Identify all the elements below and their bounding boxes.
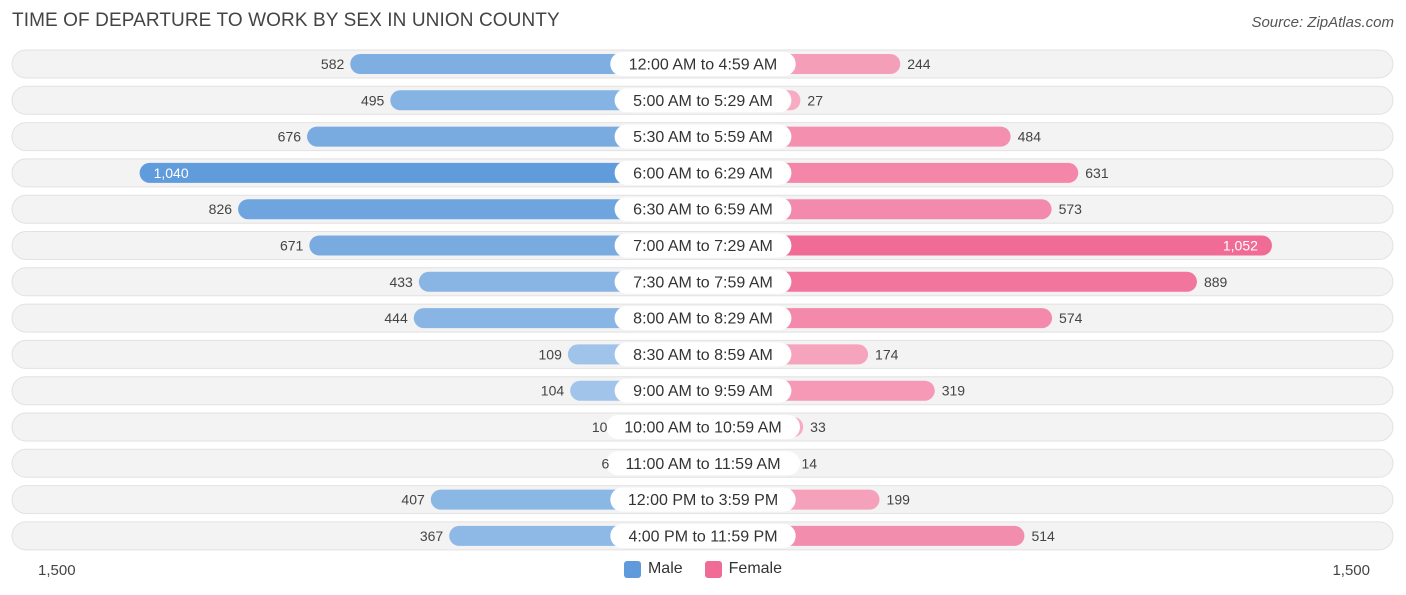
- female-value-label: 573: [1059, 201, 1083, 217]
- category-pill: [614, 88, 792, 113]
- category-pill: [606, 451, 800, 476]
- category-label: 8:00 AM to 8:29 AM: [633, 311, 773, 328]
- female-bar: [703, 271, 1197, 292]
- category-pill: [614, 306, 792, 331]
- category-pill: [614, 233, 792, 258]
- female-value-label: 14: [801, 455, 817, 471]
- category-pill: [614, 124, 792, 149]
- male-value-label: 676: [278, 129, 302, 145]
- female-value-label: 514: [1031, 528, 1055, 544]
- female-value-label: 244: [907, 56, 931, 72]
- category-pill: [614, 269, 792, 294]
- male-value-label: 444: [384, 310, 408, 326]
- male-value-label: 10: [592, 419, 608, 435]
- category-label: 8:30 AM to 8:59 AM: [633, 347, 773, 364]
- category-label: 12:00 AM to 4:59 AM: [629, 57, 778, 74]
- female-value-label: 1,052: [1223, 238, 1258, 254]
- male-bar: [307, 126, 703, 147]
- male-value-label: 367: [420, 528, 444, 544]
- female-value-label: 174: [875, 346, 899, 362]
- male-value-label: 109: [539, 346, 563, 362]
- source-note: Source: ZipAtlas.com: [1251, 14, 1394, 31]
- legend-label-female: Female: [728, 560, 783, 577]
- category-label: 6:00 AM to 6:29 AM: [633, 165, 773, 182]
- category-pill: [610, 487, 796, 512]
- male-swatch: [623, 560, 641, 578]
- legend-label-male: Male: [647, 560, 683, 577]
- female-value-label: 33: [810, 419, 826, 435]
- legend-item-male[interactable]: Male: [623, 560, 683, 578]
- female-value-label: 319: [942, 383, 966, 399]
- female-value-label: 574: [1059, 310, 1083, 326]
- female-value-label: 484: [1018, 129, 1042, 145]
- legend-item-female[interactable]: Female: [704, 560, 783, 578]
- male-value-label: 104: [541, 383, 565, 399]
- male-value-label: 1,040: [154, 165, 189, 181]
- category-label: 11:00 AM to 11:59 AM: [625, 456, 780, 473]
- female-bar: [703, 162, 1079, 183]
- category-label: 12:00 PM to 3:59 PM: [628, 492, 778, 509]
- category-pill: [614, 197, 792, 222]
- category-pill: [614, 160, 792, 185]
- category-label: 5:00 AM to 5:29 AM: [633, 93, 773, 110]
- male-value-label: 495: [361, 92, 385, 108]
- category-pill: [606, 415, 800, 439]
- diverging-bar-chart: 12:00 AM to 4:59 AM 582 244 5:00 AM to 5:29…: [11, 49, 1394, 551]
- category-label: 10:00 AM to 10:59 AM: [624, 420, 781, 437]
- category-pill: [610, 523, 796, 548]
- female-value-label: 631: [1085, 165, 1109, 181]
- category-pill: [610, 52, 796, 76]
- male-value-label: 433: [389, 274, 413, 290]
- axis-right-label: 1,500: [1332, 562, 1370, 579]
- female-value-label: 27: [807, 92, 823, 108]
- male-bar: [238, 199, 704, 220]
- category-label: 5:30 AM to 5:59 AM: [633, 129, 773, 146]
- female-swatch: [704, 560, 722, 578]
- male-bar: [139, 162, 704, 183]
- category-label: 7:00 AM to 7:29 AM: [633, 238, 773, 255]
- male-value-label: 6: [601, 455, 609, 471]
- male-value-label: 671: [280, 238, 304, 254]
- category-pill: [614, 378, 792, 403]
- female-value-label: 199: [887, 492, 911, 508]
- category-label: 4:00 PM to 11:59 PM: [628, 528, 777, 545]
- chart-title: TIME OF DEPARTURE TO WORK BY SEX IN UNIO…: [12, 10, 560, 31]
- male-value-label: 826: [209, 201, 233, 217]
- female-value-label: 889: [1204, 274, 1228, 290]
- axis-left-label: 1,500: [38, 562, 76, 579]
- female-bar: [703, 235, 1272, 256]
- category-pill: [614, 342, 792, 367]
- male-value-label: 407: [401, 492, 425, 508]
- category-label: 7:30 AM to 7:59 AM: [633, 274, 773, 291]
- male-bar: [309, 235, 703, 256]
- legend: Male Female: [0, 560, 1406, 578]
- male-value-label: 582: [321, 56, 345, 72]
- category-label: 6:30 AM to 6:59 AM: [633, 202, 773, 219]
- category-label: 9:00 AM to 9:59 AM: [633, 383, 773, 400]
